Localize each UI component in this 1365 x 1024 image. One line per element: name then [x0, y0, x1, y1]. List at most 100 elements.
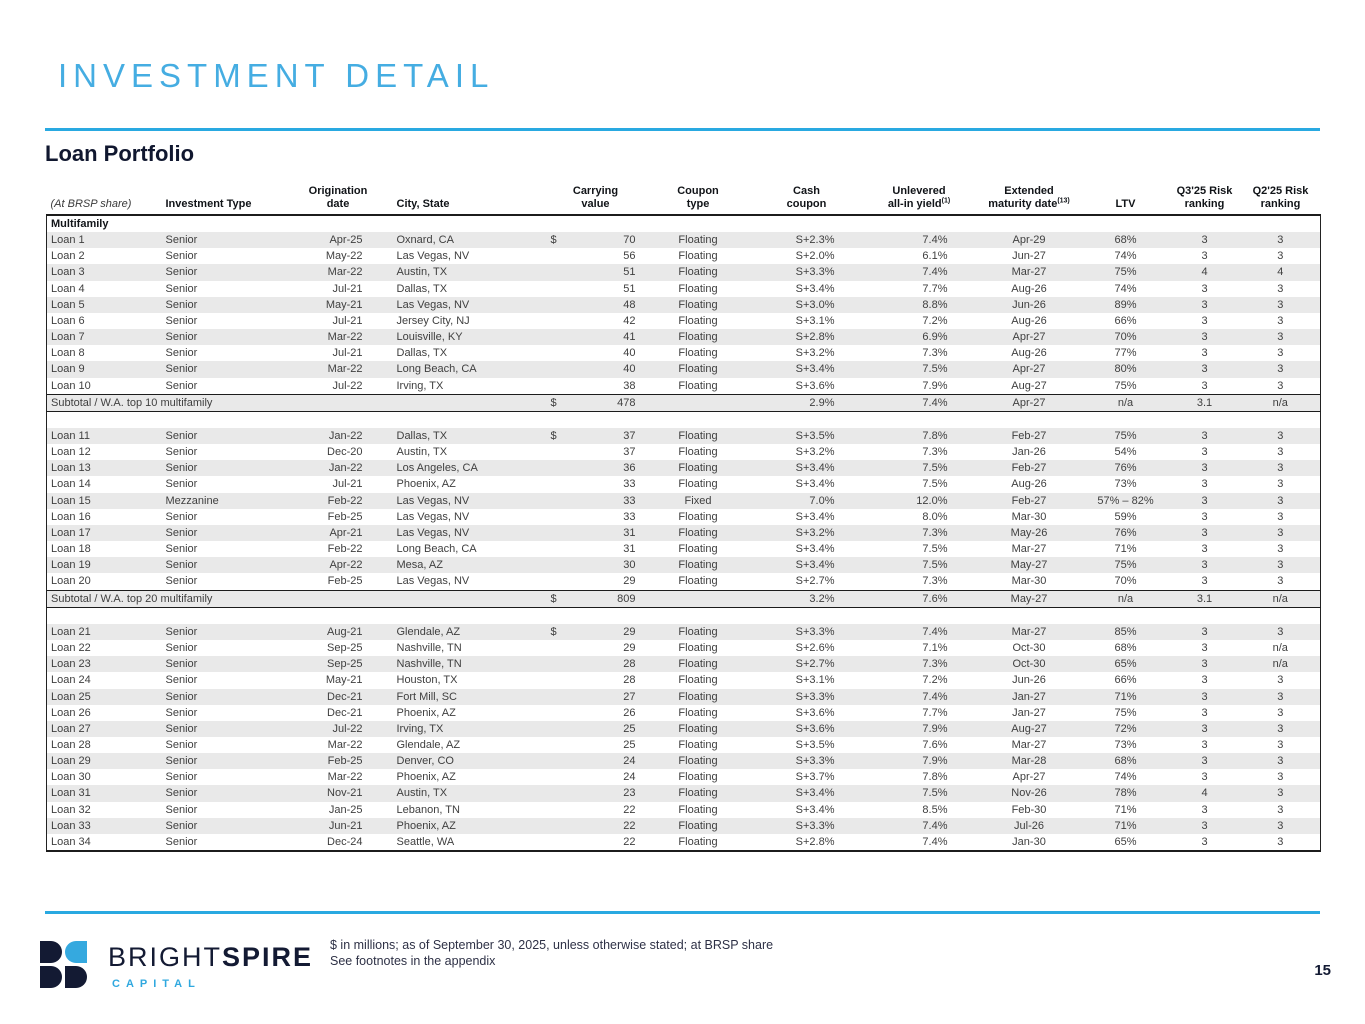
loan-cell-y: 7.9% — [862, 753, 976, 770]
loan-cell-q2: 3 — [1240, 345, 1321, 362]
loan-cell-y: 8.5% — [922, 803, 948, 816]
loan-cell-ltv: 74% — [1114, 250, 1137, 263]
loan-cell-v: 25 — [572, 720, 646, 737]
loan-cell-date: May-22 — [325, 250, 363, 263]
loan-cell-y: 7.5% — [862, 557, 976, 574]
loan-cell-date: Dec-21 — [327, 706, 363, 719]
loan-cell-id: Loan 11 — [46, 428, 161, 445]
loan-cell-m: Jun-26 — [975, 296, 1083, 313]
loan-cell-q2: 3 — [1240, 833, 1321, 853]
loan-cell-q3: 3 — [1201, 250, 1208, 263]
loan-cell-ltv: 71% — [1082, 817, 1169, 834]
loan-cell-date: Sep-25 — [327, 642, 363, 655]
loan-cell-ct: Floating — [678, 282, 718, 295]
footnote-ref-13: (13) — [1057, 197, 1070, 205]
subtotal-value: 478 — [572, 393, 646, 412]
loan-cell-y: 7.5% — [922, 478, 948, 491]
loan-cell-q3: 3 — [1168, 232, 1241, 249]
loan-cell-m: Aug-27 — [975, 720, 1083, 737]
loan-cell-q3: 3 — [1201, 803, 1208, 816]
loan-cell-city: Phoenix, AZ — [396, 478, 456, 491]
loan-cell-id: Loan 20 — [46, 573, 161, 591]
loan-cell-ltv: 72% — [1082, 720, 1169, 737]
loan-cell-cc: S+2.8% — [750, 329, 863, 346]
loan-portfolio-table: (At BRSP share) Investment Type Originat… — [46, 178, 1321, 853]
loan-cell-city: Irving, TX — [396, 379, 444, 392]
loan-cell-id: Loan 25 — [46, 688, 161, 705]
loan-cell-city: Houston, TX — [396, 674, 458, 687]
loan-cell-v: 22 — [572, 817, 646, 834]
loan-cell-q3: 3 — [1201, 478, 1208, 491]
loan-cell-v: 48 — [572, 296, 646, 313]
loan-cell-cc: S+3.4% — [795, 803, 835, 816]
loan-cell-q2: 3 — [1240, 428, 1321, 445]
loan-cell-m: Aug-26 — [1011, 314, 1047, 327]
loan-cell-date: Jul-21 — [332, 478, 363, 491]
subtotal-value: 809 — [572, 589, 646, 608]
loan-cell-v: 33 — [623, 478, 636, 491]
header-q3-risk: Q3'25 Risk ranking — [1176, 185, 1233, 210]
header-origination-date: Origination date — [308, 185, 368, 210]
loan-cell-cc: S+3.4% — [795, 282, 835, 295]
loan-cell-d — [546, 476, 573, 492]
loan-cell-y: 7.5% — [862, 361, 976, 378]
logo-square-bottom-left — [40, 966, 62, 988]
loan-row: Loan 27 Senior Jul-22 Irving, TX 25 Floating S… — [46, 720, 1321, 737]
loan-cell-d — [545, 720, 573, 737]
loan-cell-date: Mar-22 — [327, 771, 363, 784]
loan-cell-cc: S+2.3% — [750, 232, 863, 249]
loan-cell-type: Senior — [165, 543, 198, 556]
loan-cell-d — [546, 769, 573, 785]
loan-row: Loan 8 Senior Jul-21 Dallas, TX 40 Floating S+… — [46, 345, 1321, 362]
loan-cell-cc: S+3.5% — [750, 428, 863, 445]
loan-cell-type: Senior — [160, 720, 306, 737]
loan-cell-type: Senior — [165, 575, 198, 588]
loan-cell-date: Sep-25 — [305, 656, 371, 673]
loan-cell-type: Senior — [165, 478, 198, 491]
loan-cell-v: 41 — [572, 329, 646, 346]
loan-cell-ltv: 77% — [1114, 347, 1137, 360]
header-investment-type: Investment Type — [165, 198, 252, 210]
loan-cell-d — [545, 492, 573, 509]
loan-cell-city: Nashville, TN — [396, 642, 462, 655]
loan-cell-q3: 3 — [1201, 738, 1208, 751]
loan-cell-ltv: 59% — [1114, 510, 1137, 523]
loan-cell-v: 22 — [623, 803, 636, 816]
loan-cell-cc: S+3.6% — [795, 379, 835, 392]
loan-cell-y: 7.7% — [922, 706, 948, 719]
loan-cell-v: 26 — [623, 706, 636, 719]
header-carrying-value: Carrying value — [572, 185, 619, 210]
loan-row: Loan 16 Senior Feb-25 Las Vegas, NV 33 Floati… — [46, 508, 1321, 525]
top-divider — [45, 128, 1320, 131]
loan-cell-id: Loan 24 — [46, 672, 161, 689]
loan-cell-id: Loan 2 — [46, 248, 161, 265]
loan-cell-ct: Floating — [678, 706, 718, 719]
loan-cell-d — [546, 737, 573, 753]
loan-cell-id: Loan 22 — [46, 640, 161, 657]
loan-cell-id: Loan 15 — [46, 492, 161, 509]
loan-cell-y: 7.3% — [862, 524, 976, 542]
loan-cell-type: Senior — [160, 656, 306, 673]
loan-cell-date: Jan-22 — [305, 428, 371, 445]
loan-row: Loan 4 Senior Jul-21 Dallas, TX 51 Floating S+… — [46, 280, 1321, 297]
loan-cell-id: Loan 10 — [46, 377, 161, 395]
loan-row: Loan 31 Senior Nov-21 Austin, TX 23 Floating S… — [46, 785, 1321, 802]
loan-row: Loan 20 Senior Feb-25 Las Vegas, NV 29 Floati… — [46, 573, 1321, 591]
header-unlevered-yield: Unlevered all-in yield(1) — [887, 185, 951, 210]
spacer-cell — [46, 607, 1321, 624]
footnote-ref-1: (1) — [941, 197, 951, 205]
loan-cell-city: Fort Mill, SC — [370, 688, 546, 705]
loan-row: Loan 34 Senior Dec-24 Seattle, WA 22 Floating… — [46, 833, 1321, 853]
loan-cell-ltv: 75% — [1082, 557, 1169, 574]
subtotal-maturity: Apr-27 — [975, 393, 1083, 412]
loan-cell-date: Jul-21 — [332, 347, 363, 360]
loan-cell-ct: Floating — [645, 264, 751, 281]
loan-cell-ct: Floating — [645, 688, 751, 705]
loan-cell-y: 8.8% — [862, 296, 976, 313]
loan-cell-cc: 7.0% — [750, 492, 863, 509]
loan-cell-cc: S+2.8% — [750, 833, 863, 853]
loan-cell-type: Senior — [160, 361, 306, 378]
header-coupon-type: Coupon type — [677, 185, 719, 210]
loan-cell-ct: Floating — [678, 379, 718, 392]
loan-cell-q3: 3 — [1201, 706, 1208, 719]
